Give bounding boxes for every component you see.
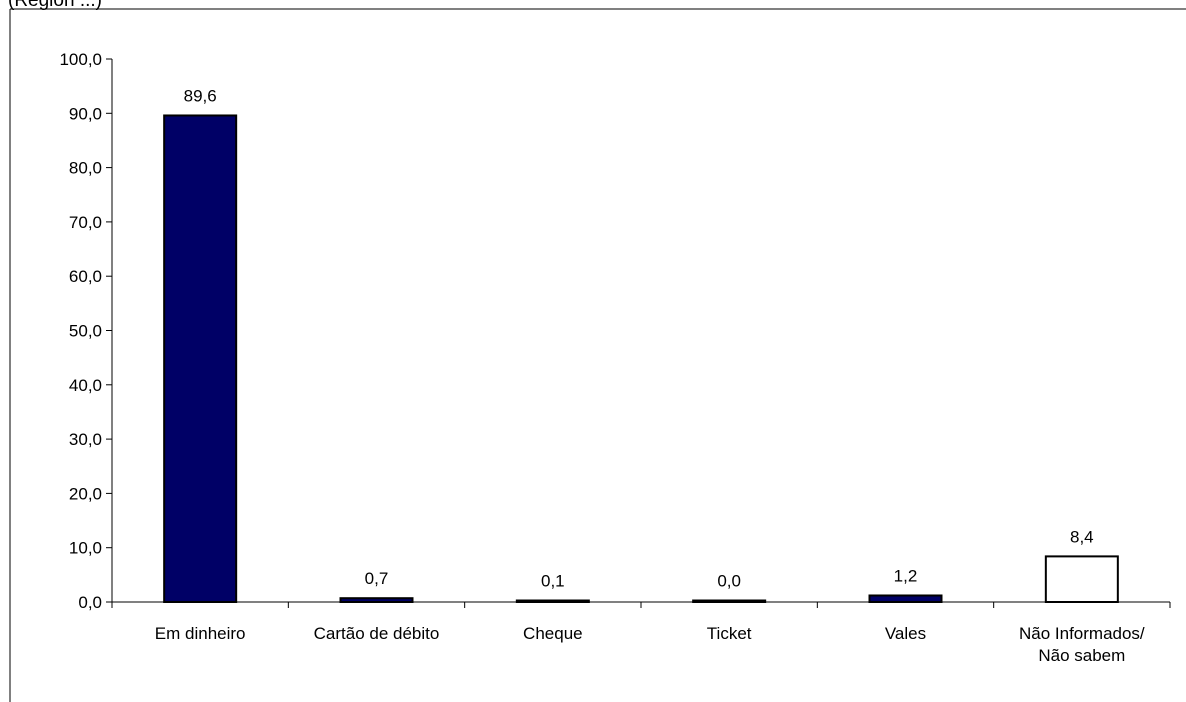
x-tick-label: Cheque [523,624,583,643]
y-tick-label: 0,0 [78,593,102,612]
y-tick-label: 40,0 [69,376,102,395]
x-tick-label: Não sabem [1038,646,1125,665]
bar [692,599,767,603]
y-tick-label: 20,0 [69,484,102,503]
x-tick-label: Em dinheiro [155,624,246,643]
y-axis: 0,0 10,0 20,0 30,0 40,0 50,0 60,0 70,0 80,0 90,0 1… [59,50,113,612]
bar [868,594,943,604]
data-label: 89,6 [184,86,217,105]
y-tick-label: 30,0 [69,430,102,449]
y-tick-label: 10,0 [69,539,102,558]
bar [339,597,414,603]
data-label: 0,1 [541,572,565,591]
x-tick-label: Ticket [707,624,752,643]
value-labels: 89,6 0,7 0,1 0,0 1,2 8,4 [184,86,1094,590]
y-tick-label: 70,0 [69,213,102,232]
y-tick-label: 50,0 [69,322,102,341]
bars [163,114,1119,604]
data-label: 8,4 [1070,527,1094,546]
y-tick-label: 60,0 [69,267,102,286]
x-tick-label: Cartão de débito [314,624,440,643]
data-label: 0,7 [365,569,389,588]
chart-caption: (Region ...) [8,0,102,11]
data-label: 0,0 [717,572,741,591]
y-tick-label: 90,0 [69,104,102,123]
bar [1044,555,1119,603]
data-label: 1,2 [894,566,918,585]
y-tick-label: 80,0 [69,159,102,178]
bar [515,599,590,603]
x-tick-label: Não Informados/ [1019,624,1145,643]
x-axis: Em dinheiro Cartão de débito Cheque Ticket V… [111,601,1171,665]
x-tick-label: Vales [885,624,926,643]
bar [163,114,238,604]
y-tick-label: 100,0 [59,50,102,69]
